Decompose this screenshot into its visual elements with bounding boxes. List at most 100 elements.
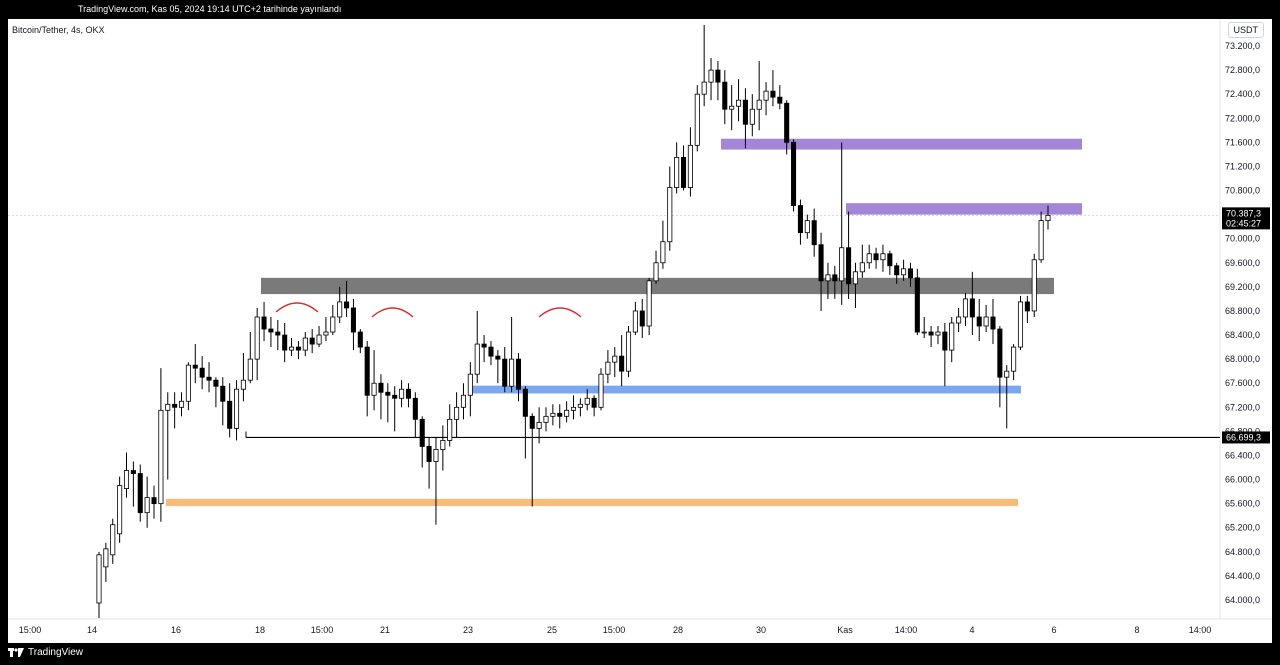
candle	[344, 301, 350, 309]
candle	[756, 99, 762, 110]
y-tick-label: 68.800,0	[1225, 306, 1260, 316]
candle	[866, 253, 872, 264]
chart-pane[interactable]: 73.200,0 72.800,0 72.400,0 72.000,0 71.600,0…	[8, 19, 1272, 643]
candle	[584, 397, 590, 405]
y-tick-label: 68.000,0	[1225, 354, 1260, 364]
candle	[736, 99, 742, 107]
symbol-label[interactable]: Bitcoin/Tether, 4s, OKX	[12, 25, 105, 35]
candle	[268, 328, 274, 333]
x-tick-label: 15:00	[19, 625, 42, 635]
candle	[921, 331, 927, 334]
candle	[350, 307, 356, 333]
candlestick-chart[interactable]: 73.200,0 72.800,0 72.400,0 72.000,0 71.600,0…	[8, 19, 1272, 643]
candle	[825, 274, 831, 282]
last-price-label: 70.387,3	[1226, 208, 1261, 218]
candle	[914, 277, 920, 333]
candle	[543, 415, 549, 423]
tradingview-brand[interactable]: TradingView	[8, 647, 83, 658]
candle	[956, 316, 962, 324]
candle	[646, 280, 652, 327]
candle	[873, 253, 879, 261]
x-tick-label: 14:00	[1189, 625, 1212, 635]
candle	[151, 497, 157, 505]
candle	[426, 446, 432, 462]
y-tick-label: 68.400,0	[1225, 330, 1260, 340]
x-tick-label: 14:00	[895, 625, 918, 635]
candle	[832, 274, 838, 282]
candle	[474, 343, 480, 375]
candle	[701, 81, 707, 95]
candle	[894, 265, 900, 276]
candle	[907, 268, 913, 279]
candle	[495, 355, 501, 360]
support-level-label: 66.699,3	[1226, 432, 1261, 442]
y-tick-label: 73.200,0	[1225, 41, 1260, 51]
candle	[694, 93, 700, 146]
x-tick-label: 6	[1051, 625, 1056, 635]
candle	[240, 379, 246, 390]
candle	[1017, 301, 1024, 348]
swing-high-arc	[275, 302, 319, 313]
candle	[619, 355, 625, 372]
candle	[123, 470, 130, 489]
candle	[818, 244, 824, 282]
candle	[502, 358, 508, 387]
candle	[206, 376, 212, 381]
candle	[997, 328, 1003, 378]
candle	[213, 379, 219, 387]
y-tick-label: 70.000,0	[1225, 234, 1260, 244]
candle	[460, 394, 467, 408]
currency-button[interactable]: USDT	[1227, 22, 1264, 38]
candle	[247, 358, 253, 381]
swing-high-arc	[371, 307, 414, 318]
candle	[1031, 259, 1037, 312]
candle	[227, 400, 233, 429]
candle	[577, 403, 583, 408]
candle	[811, 220, 817, 246]
candle	[178, 400, 185, 408]
candle	[309, 337, 315, 345]
candle	[412, 397, 418, 420]
candle	[399, 388, 405, 399]
y-tick-label: 67.600,0	[1225, 378, 1260, 388]
y-tick-label: 72.000,0	[1225, 113, 1260, 123]
y-tick-label: 67.200,0	[1225, 402, 1260, 412]
candle	[770, 90, 776, 98]
candle	[117, 485, 123, 535]
candle	[234, 388, 240, 429]
candle	[261, 316, 267, 330]
publish-header: TradingView.com, Kas 05, 2024 19:14 UTC+…	[0, 0, 1280, 19]
candle	[976, 316, 982, 327]
support-zone-blue	[470, 385, 1021, 394]
publish-note: TradingView.com, Kas 05, 2024 19:14 UTC+…	[78, 4, 342, 14]
candle	[1024, 301, 1030, 312]
candle	[660, 241, 666, 264]
candle	[509, 358, 515, 387]
y-tick-label: 65.600,0	[1225, 499, 1260, 509]
candle	[591, 397, 597, 408]
candle	[653, 262, 659, 282]
candle	[804, 220, 810, 234]
candle	[254, 316, 260, 360]
candle	[529, 415, 535, 429]
candle	[185, 364, 191, 402]
candle	[392, 394, 398, 399]
candle	[275, 331, 281, 336]
candle	[729, 105, 735, 110]
y-tick-label: 71.600,0	[1225, 137, 1260, 147]
x-tick-label: Kas	[837, 625, 853, 635]
candle	[295, 346, 301, 351]
candle	[440, 440, 446, 450]
x-tick-label: 15:00	[311, 625, 334, 635]
candle	[337, 301, 343, 318]
candle	[852, 271, 858, 285]
y-tick-label: 69.200,0	[1225, 282, 1260, 292]
candle	[488, 346, 494, 357]
candle	[969, 298, 975, 318]
candle	[625, 331, 632, 372]
y-tick-label: 66.400,0	[1225, 450, 1260, 460]
candle	[557, 412, 563, 417]
x-tick-label: 16	[171, 625, 181, 635]
candle	[708, 69, 714, 83]
candle	[942, 331, 948, 351]
